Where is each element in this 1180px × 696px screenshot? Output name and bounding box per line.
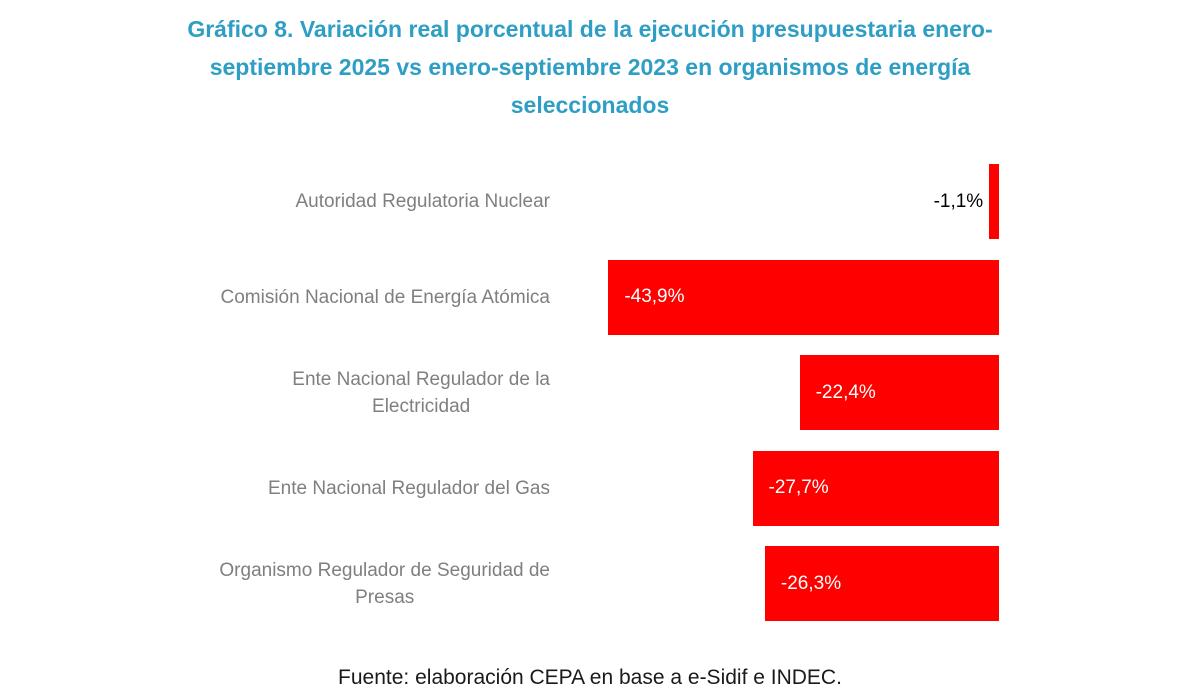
bar-ente-regulador-gas: -27,7% xyxy=(752,450,999,526)
category-label: Comisión Nacional de Energía Atómica xyxy=(220,286,550,308)
source-note: Fuente: elaboración CEPA en base a e-Sid… xyxy=(338,665,842,689)
chart-title: Gráfico 8. Variación real porcentual de … xyxy=(187,16,993,118)
value-label: -22,4% xyxy=(815,381,876,403)
chart-row-ente-regulador-gas: Ente Nacional Regulador del Gas -27,7% xyxy=(0,441,1180,537)
category-label-cell: Ente Nacional Regulador del Gas xyxy=(0,475,550,502)
plot-area: -1,1% xyxy=(550,164,999,240)
chart-row-comision-nacional-energia-atomica: Comisión Nacional de Energía Atómica -43… xyxy=(0,250,1180,346)
chart-row-ente-regulador-electricidad: Ente Nacional Regulador de la Electricid… xyxy=(0,345,1180,441)
bar-organismo-regulador-seguridad-presas: -26,3% xyxy=(764,546,999,622)
value-label: -1,1% xyxy=(933,190,984,212)
category-label: Ente Nacional Regulador de la Electricid… xyxy=(292,368,550,417)
plot-area: -22,4% xyxy=(550,355,999,431)
plot-area: -26,3% xyxy=(550,546,999,622)
value-label: -43,9% xyxy=(624,286,685,308)
category-label-cell: Autoridad Regulatoria Nuclear xyxy=(0,188,550,215)
bar-ente-regulador-electricidad: -22,4% xyxy=(799,355,999,431)
plot-area: -43,9% xyxy=(550,259,999,335)
category-label: Organismo Regulador de Seguridad de Pres… xyxy=(219,559,550,608)
category-label: Autoridad Regulatoria Nuclear xyxy=(295,191,550,213)
category-label-cell: Comisión Nacional de Energía Atómica xyxy=(0,284,550,311)
value-label: -27,7% xyxy=(768,477,829,499)
category-label-cell: Ente Nacional Regulador de la Electricid… xyxy=(0,366,550,420)
chart-row-autoridad-regulatoria-nuclear: Autoridad Regulatoria Nuclear -1,1% xyxy=(0,154,1180,250)
bar-chart: Autoridad Regulatoria Nuclear -1,1% Comi… xyxy=(0,154,1180,632)
category-label: Ente Nacional Regulador del Gas xyxy=(267,477,550,499)
value-label: -26,3% xyxy=(780,572,842,594)
bar-autoridad-regulatoria-nuclear xyxy=(989,164,999,240)
category-label-cell: Organismo Regulador de Seguridad de Pres… xyxy=(0,557,550,611)
plot-area: -27,7% xyxy=(550,450,999,526)
chart-row-organismo-regulador-seguridad-presas: Organismo Regulador de Seguridad de Pres… xyxy=(0,536,1180,632)
bar-comision-nacional-energia-atomica: -43,9% xyxy=(608,259,999,335)
